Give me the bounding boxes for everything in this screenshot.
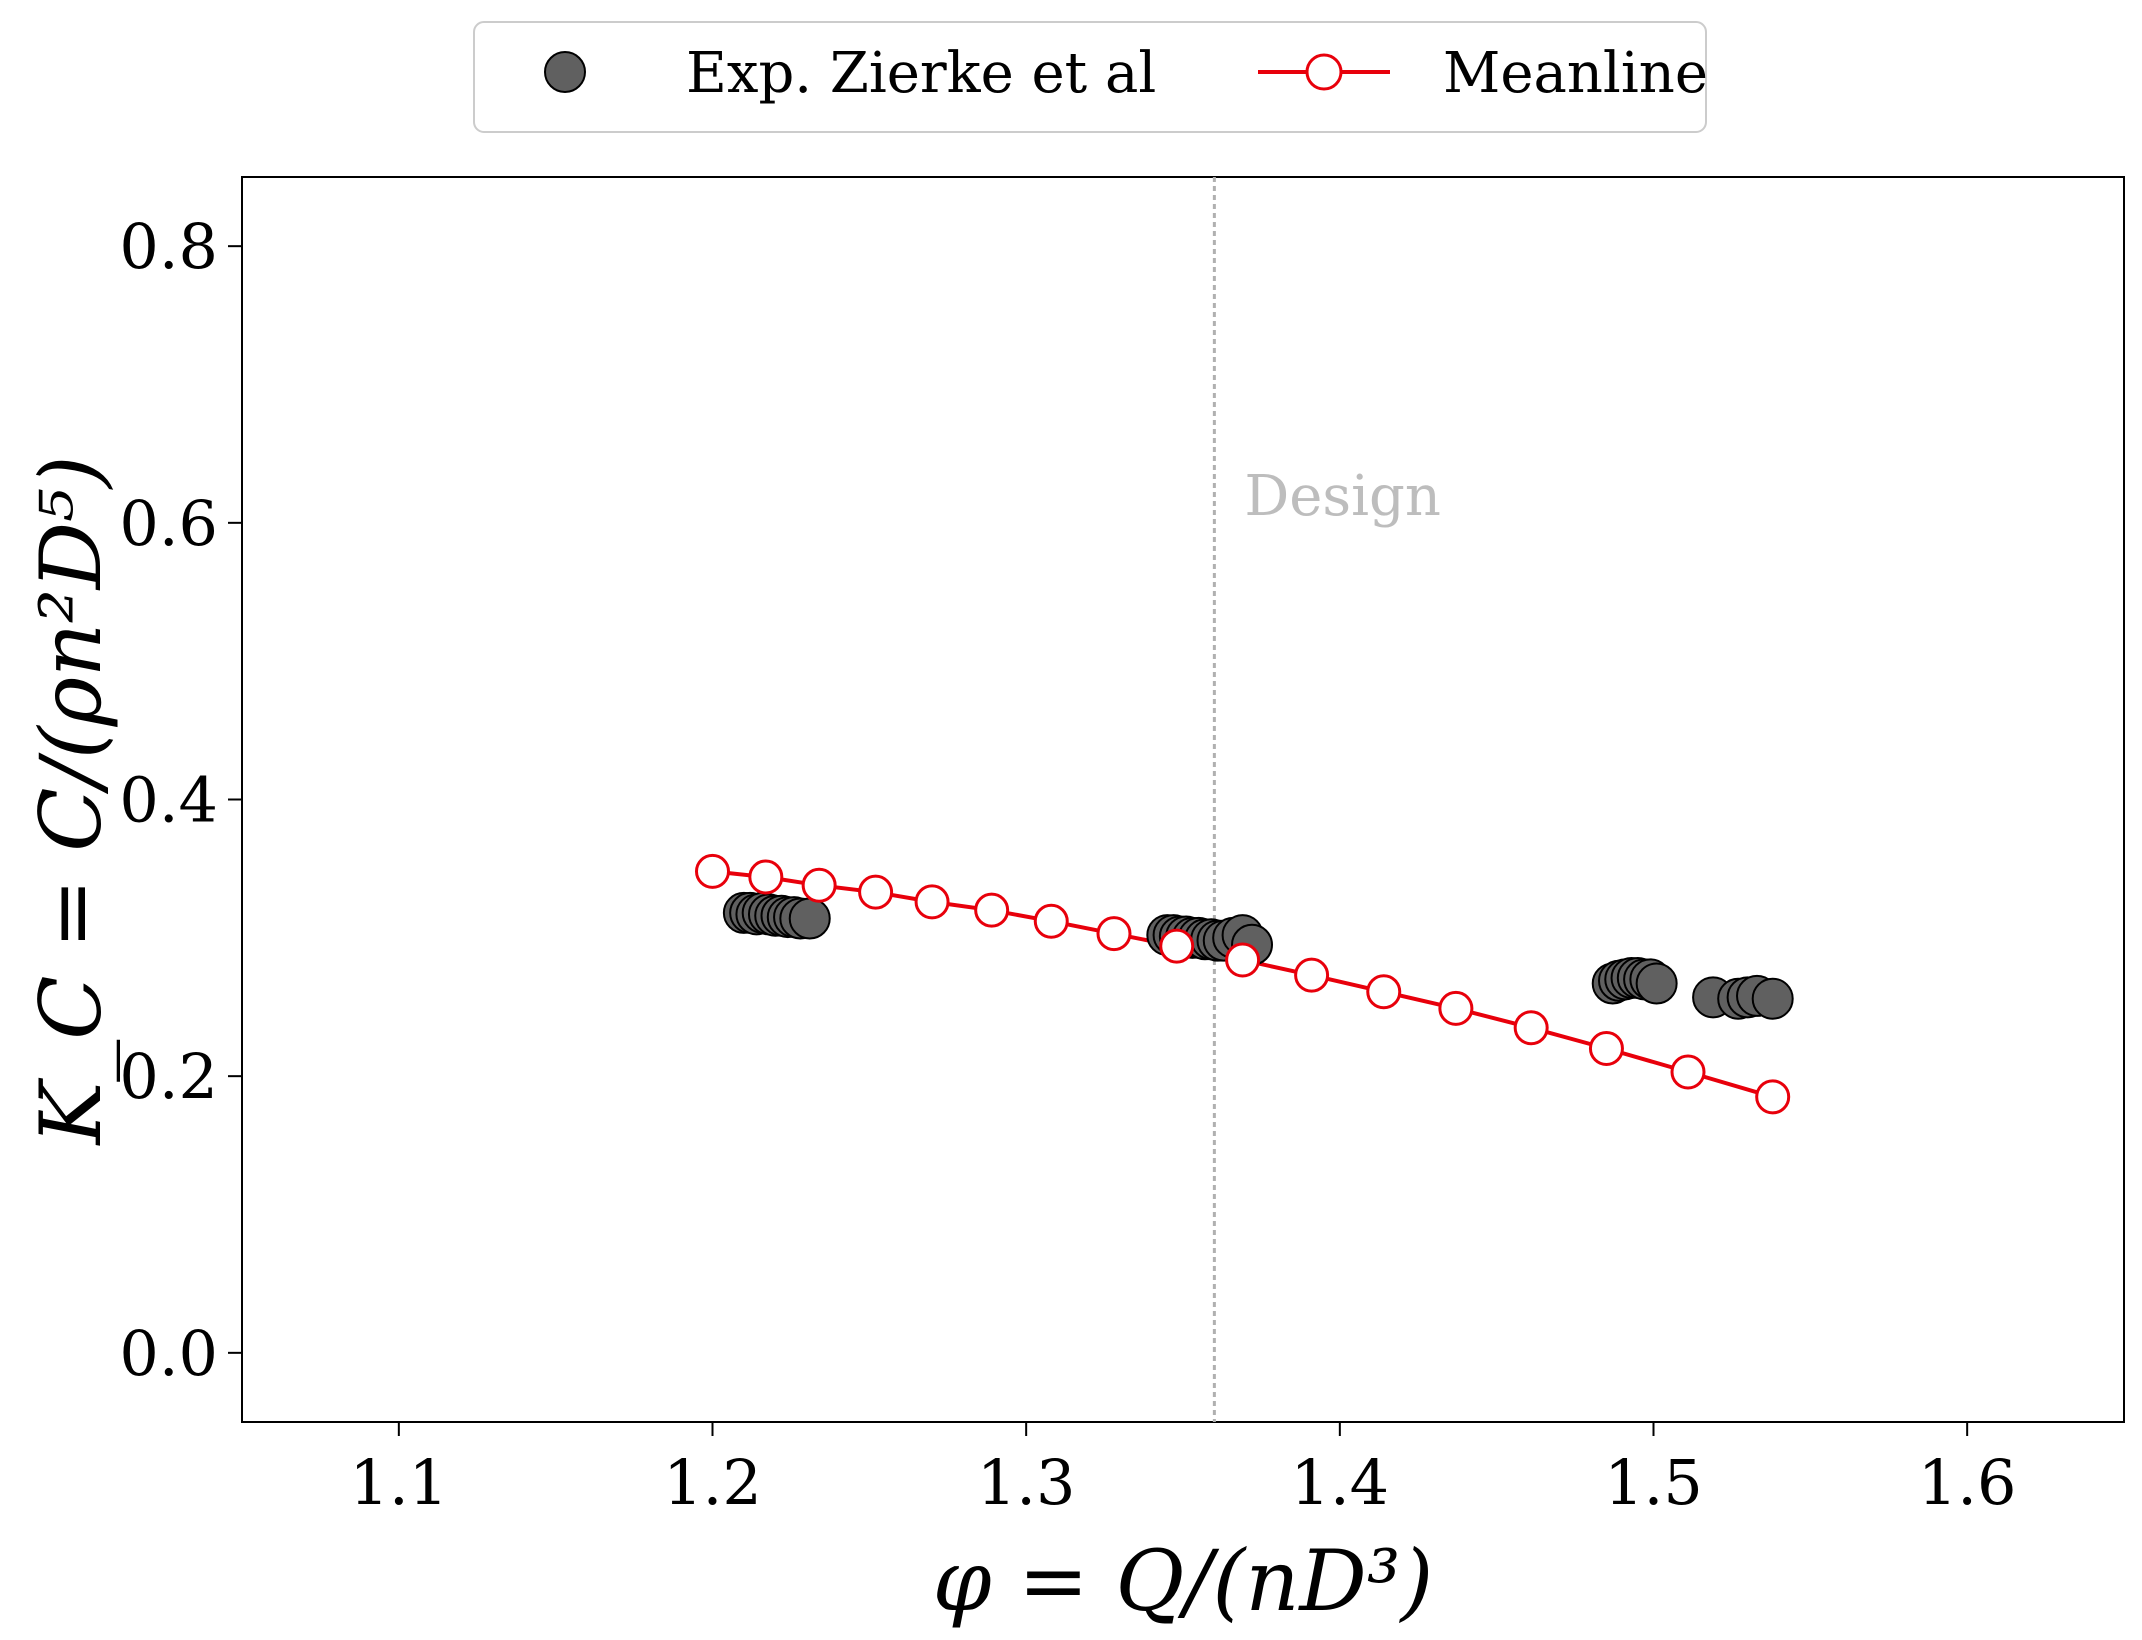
meanline-point [1513,1010,1549,1046]
x-tick-label: 1.6 [1918,1446,2017,1519]
x-ticks: 1.1 1.2 1.3 1.4 1.5 1.6 [350,1422,2017,1519]
plot-frame [241,176,2125,1423]
legend-marker-meanline [1305,53,1343,91]
x-tick-label: 1.2 [663,1446,762,1519]
y-tick-label: 0.6 [119,487,218,560]
design-label: Design [1244,464,1441,529]
legend-marker-exp [544,51,586,93]
legend: Exp. Zierke et al Meanline [473,21,1708,133]
meanline-point [858,874,894,910]
legend-label-meanline: Meanline [1443,41,1708,106]
meanline-point [1225,942,1261,978]
exp-point [1751,977,1794,1020]
y-tick-label: 0.0 [119,1317,218,1390]
meanline-point [1670,1054,1706,1090]
x-tick-label: 1.3 [977,1446,1076,1519]
meanline-point [1294,957,1330,993]
y-tick-label: 0.8 [119,210,218,283]
meanline-point [748,859,784,895]
exp-point [1635,962,1678,1005]
x-axis-label: φ = Q/(nD³) [933,1532,1433,1630]
x-tick-label: 1.4 [1291,1446,1390,1519]
meanline-point [695,853,730,889]
y-tick-label: 0.2 [119,1040,218,1113]
x-tick-label: 1.5 [1604,1446,1703,1519]
x-tick-label: 1.1 [350,1446,449,1519]
meanline-point [801,867,837,903]
plot-area: Design 1.1 1.2 1.3 1.4 1.5 1.6 0.00.20.40.60.… [119,176,2125,1519]
meanline-point [974,892,1010,928]
meanline-points [695,853,1791,1115]
y-tick-label: 0.4 [119,764,218,837]
meanline-point [914,884,950,920]
legend-frame [473,21,1707,133]
meanline-point [1159,928,1195,964]
legend-label-exp: Exp. Zierke et al [686,41,1156,106]
meanline-point [1755,1079,1791,1115]
exp-point [788,897,831,940]
meanline-point [1438,990,1474,1026]
meanline-point [1366,974,1402,1010]
meanline-point [1096,916,1132,952]
meanline-point [1588,1031,1624,1066]
y-axis-label: K_C = C/(ρn²D⁵) [22,455,120,1146]
y-ticks: 0.0 0.2 0.4 0.6 0.8 [119,210,242,1390]
meanline-point [1033,903,1069,939]
